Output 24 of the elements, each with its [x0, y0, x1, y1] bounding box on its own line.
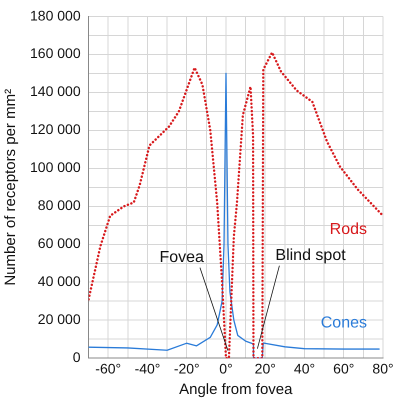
x-tick-label: 0° [219, 360, 233, 376]
y-tick-label: 60 000 [38, 235, 81, 252]
y-axis-title: Number of receptors per mm² [2, 88, 20, 286]
annotation: Fovea [159, 249, 204, 266]
x-tick-label: 20° [254, 360, 276, 376]
x-axis-title: Angle from fovea [179, 381, 294, 398]
y-tick-label: 80 000 [38, 197, 81, 214]
x-tick-label: -40° [134, 360, 160, 376]
x-tick-label: -60° [95, 360, 122, 376]
y-tick-label: 0 [72, 349, 81, 366]
y-tick-label: 140 000 [30, 83, 81, 100]
y-tick-label: 40 000 [38, 273, 81, 290]
y-tick-label: 180 000 [30, 7, 81, 24]
y-tick-label: 20 000 [38, 311, 81, 328]
x-tick-label: -20° [174, 360, 200, 376]
y-tick-label: 100 000 [30, 159, 81, 176]
x-tick-label: 40° [294, 360, 316, 376]
x-tick-label: 60° [333, 360, 354, 376]
x-tick-label: 80° [372, 360, 394, 376]
series-label: Cones [320, 314, 367, 332]
series-label: Rods [330, 221, 367, 238]
annotation: Blind spot [275, 247, 346, 264]
y-tick-label: 120 000 [30, 121, 81, 138]
y-tick-label: 160 000 [30, 45, 81, 62]
